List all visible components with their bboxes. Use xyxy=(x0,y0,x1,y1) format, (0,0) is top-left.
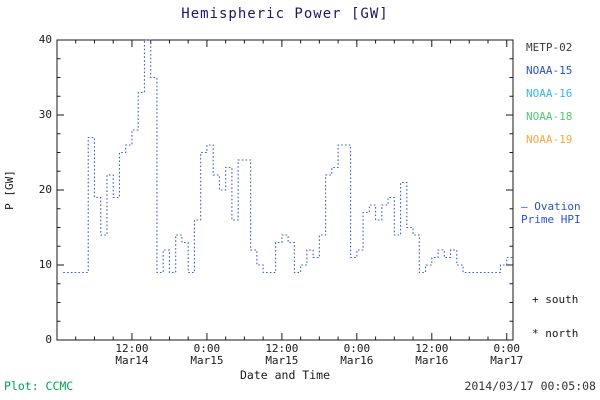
legend-item-metp-02: METP-02 xyxy=(526,41,573,54)
south-marker-label: south xyxy=(545,293,579,306)
legend-item-noaa-16: NOAA-16 xyxy=(526,87,573,100)
legend-marker-north: * north xyxy=(532,327,578,340)
plot-credit: Plot: CCMC xyxy=(4,379,74,393)
x-axis-label: Date and Time xyxy=(239,368,330,382)
south-marker-symbol: + xyxy=(532,293,539,306)
legend-satellites: METP-02 NOAA-15 NOAA-16 NOAA-18 NOAA-19 xyxy=(526,36,572,151)
hpi-step-line xyxy=(63,39,513,274)
legend-item-noaa-18: NOAA-18 xyxy=(526,110,573,123)
ovation-label-line2: Prime HPI xyxy=(521,213,581,226)
legend-marker-south: + south xyxy=(532,293,578,306)
legend-item-noaa-19: NOAA-19 xyxy=(526,133,573,146)
timestamp: 2014/03/17 00:05:08 xyxy=(464,379,596,393)
north-marker-label: north xyxy=(545,327,579,340)
plot-title: Hemispheric Power [GW] xyxy=(181,6,389,22)
legend-item-noaa-15: NOAA-15 xyxy=(526,64,573,77)
legend-ovation: — Ovation Prime HPI xyxy=(521,200,581,226)
ovation-label-line1: — Ovation xyxy=(521,200,581,213)
north-marker-symbol: * xyxy=(532,327,539,340)
